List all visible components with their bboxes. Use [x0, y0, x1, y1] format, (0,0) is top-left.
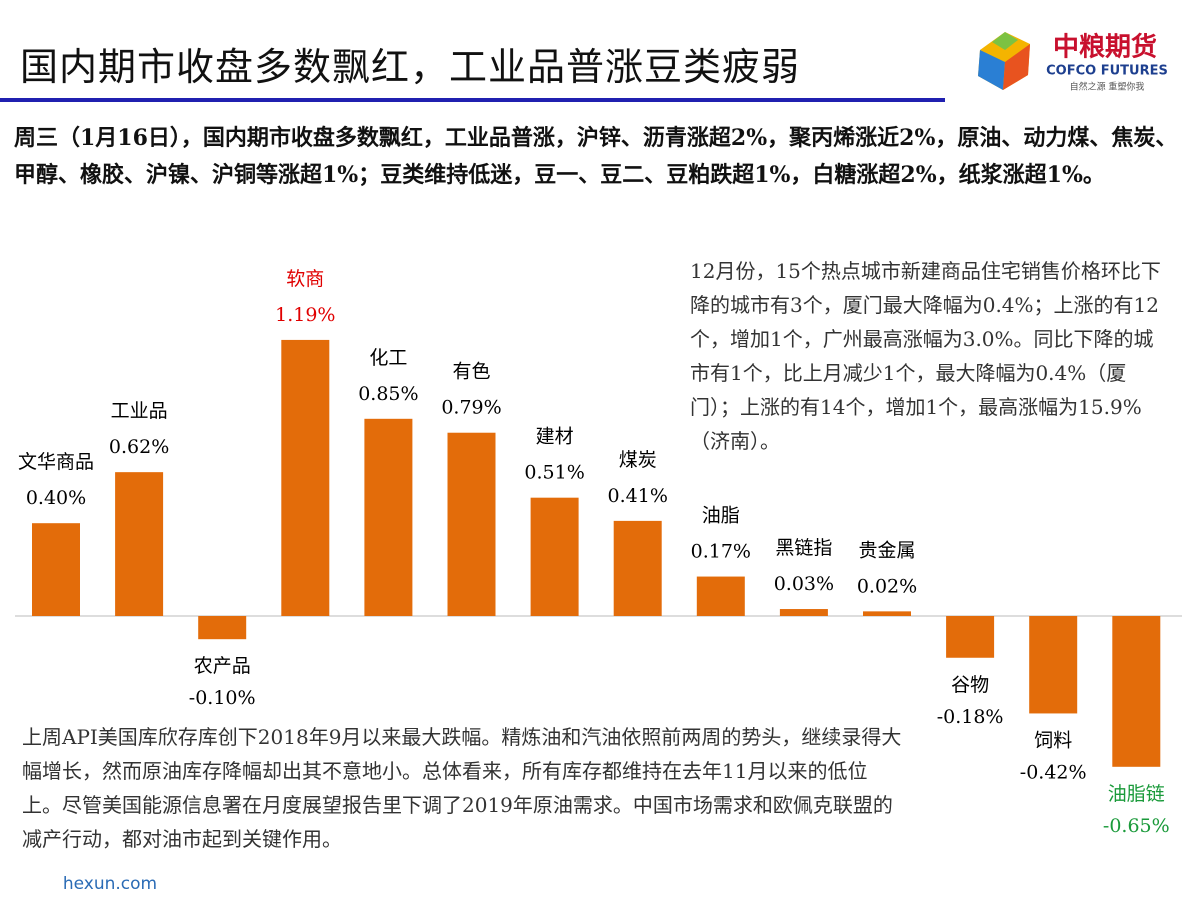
value-label: 1.19%	[275, 304, 335, 326]
category-label: 油脂链	[1108, 783, 1165, 805]
value-label: 0.17%	[691, 541, 751, 563]
category-label: 有色	[452, 361, 490, 383]
bar	[779, 609, 828, 616]
category-label: 煤炭	[619, 449, 657, 471]
bar	[198, 616, 247, 640]
category-label: 建材	[536, 426, 574, 448]
bar	[281, 339, 330, 616]
category-label: 贵金属	[858, 539, 915, 561]
value-label: 0.03%	[774, 573, 834, 595]
note: 12月份，15个热点城市新建商品住宅销售价格环比下降的城市有3个，厦门最大降幅为…	[690, 259, 1161, 453]
value-label: 0.62%	[109, 436, 169, 458]
bar	[696, 576, 745, 616]
logo-slogan: 自然之源 重塑你我	[1070, 81, 1145, 93]
value-label: 0.85%	[358, 383, 418, 405]
bar	[32, 523, 80, 616]
bar	[1112, 616, 1161, 767]
logo: 中粮期货 COFCO FUTURES 自然之源 重塑你我	[978, 32, 1168, 93]
watermark: hexun.com	[63, 874, 157, 894]
bar	[530, 497, 579, 616]
value-label: 0.40%	[26, 487, 86, 509]
bar	[115, 472, 164, 616]
title: 国内期市收盘多数飘红，工业品普涨豆类疲弱	[20, 45, 801, 89]
category-label: 化工	[369, 347, 407, 369]
value-label: 0.51%	[524, 462, 584, 484]
category-label: 黑链指	[775, 537, 832, 559]
value-label: 0.79%	[441, 397, 501, 419]
logo-name: 中粮期货	[1053, 32, 1157, 63]
category-label: 工业品	[111, 400, 168, 422]
summary: 周三（1月16日），国内期市收盘多数飘红，工业品普涨，沪锌、沥青涨超2%，聚丙烯…	[14, 125, 1178, 188]
bar	[364, 418, 413, 616]
bar	[613, 520, 662, 616]
value-label: -0.18%	[937, 706, 1004, 728]
bar	[1029, 616, 1078, 714]
value-label: 0.41%	[608, 485, 668, 507]
value-label: -0.65%	[1103, 815, 1170, 837]
category-label: 软商	[286, 268, 324, 290]
bar	[863, 611, 911, 616]
value-label: 0.02%	[857, 575, 917, 597]
note: 上周API美国库欣存库创下2018年9月以来最大跌幅。精炼油和汽油依照前两周的势…	[22, 725, 902, 851]
logo-english: COFCO FUTURES	[1046, 64, 1168, 79]
value-label: -0.42%	[1020, 761, 1087, 783]
category-label: 文华商品	[18, 451, 94, 473]
category-label: 油脂	[702, 505, 740, 527]
bar	[447, 432, 496, 616]
category-label: 饲料	[1034, 729, 1072, 751]
value-label: -0.10%	[189, 687, 256, 709]
category-label: 农产品	[194, 655, 251, 677]
bar	[946, 616, 995, 658]
category-label: 谷物	[951, 674, 989, 696]
title-rule	[0, 98, 945, 102]
